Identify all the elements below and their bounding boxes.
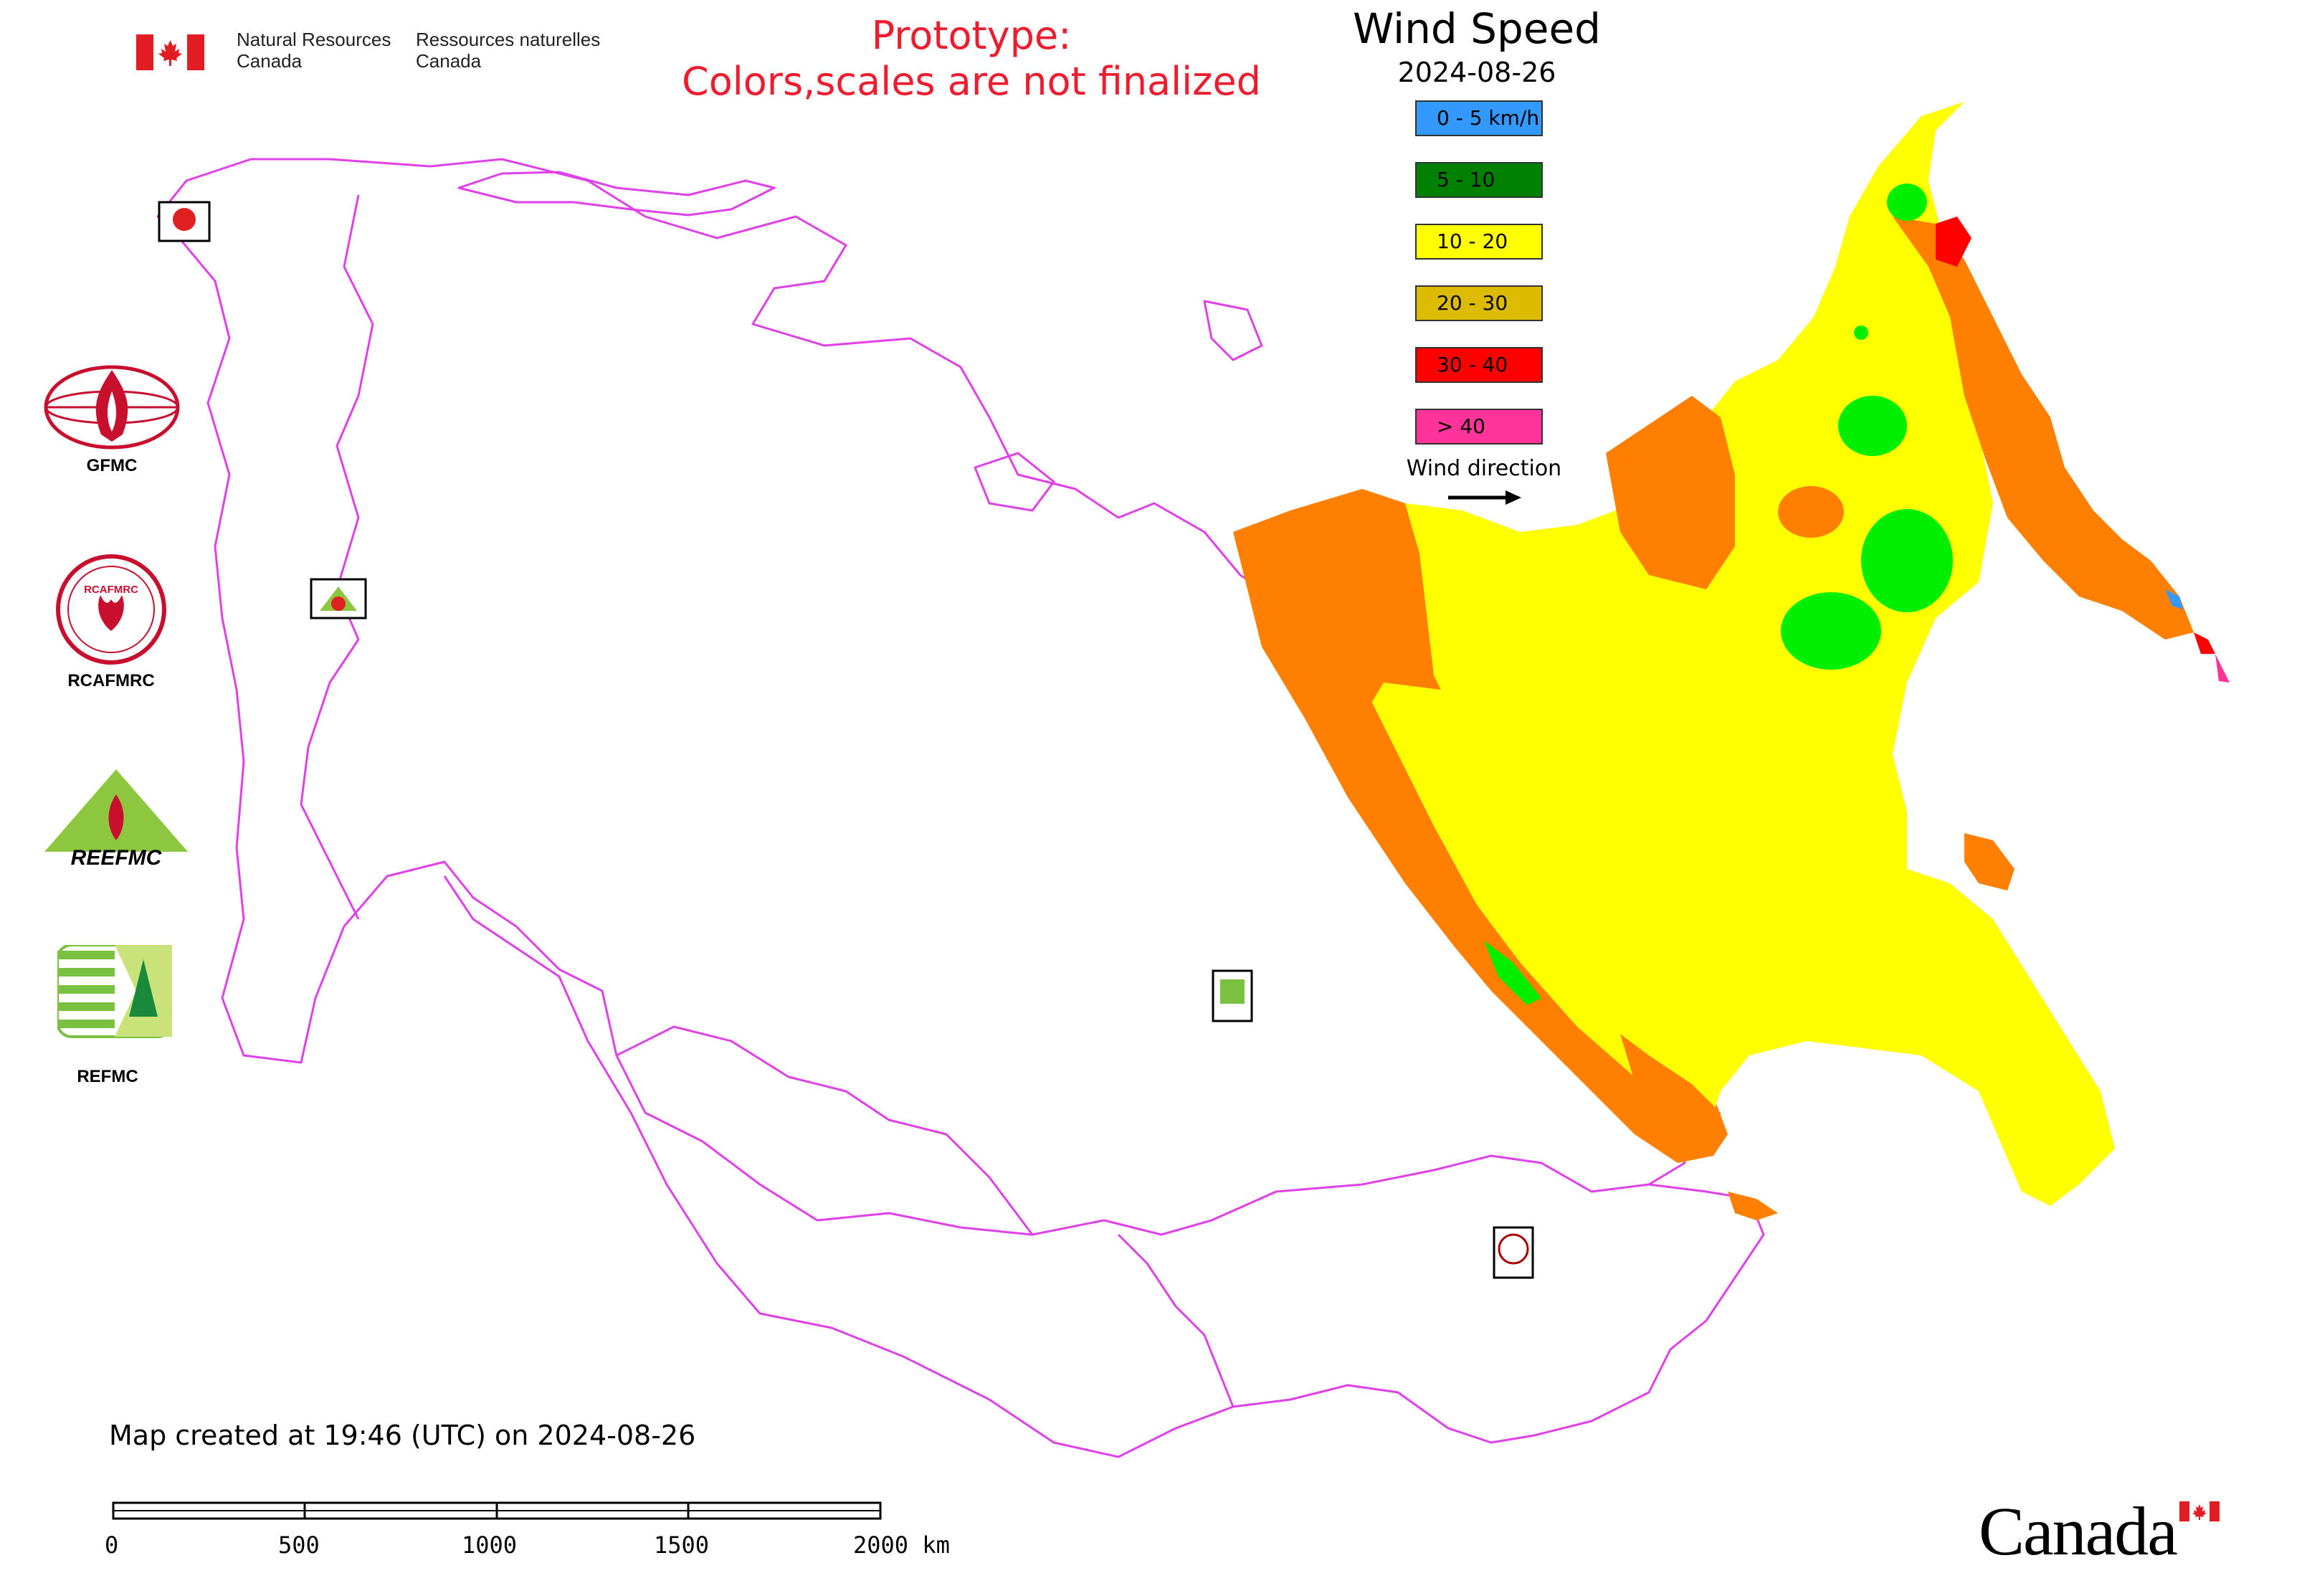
gfmc-logo: GFMC (40, 363, 184, 478)
legend-item-over-40: > 40 (1415, 409, 1543, 445)
agency-name-en-line2: Canada (237, 50, 303, 72)
inner-border-central (616, 1025, 1034, 1235)
boundary-lines (156, 158, 1765, 1458)
scale-bar: 0 500 1000 1500 2000 km (105, 1498, 968, 1585)
country-outline-main (156, 158, 1686, 1236)
nrcan-signature: Natural Resources Canada Ressources natu… (136, 29, 602, 79)
scale-tick-2000: 2000 km (853, 1531, 950, 1559)
rcafmrc-label: RCAFMRC (67, 671, 155, 690)
zone-green-5 (1854, 326, 1868, 340)
canada-wordmark: Canada (1979, 1493, 2178, 1569)
reefmc-label: REEFMC (70, 846, 162, 870)
rcafmrc-ring-text: RCAFMRC (84, 584, 138, 596)
legend-item-20-30: 20 - 30 (1415, 285, 1543, 321)
scale-tick-1000: 1000 (462, 1531, 518, 1559)
legend-label: 30 - 40 (1437, 353, 1508, 376)
map-title: Wind Speed (1352, 4, 1602, 53)
map-created-note: Map created at 19:46 (UTC) on 2024-08-26 (109, 1420, 696, 1451)
zone-green-3 (1781, 592, 1881, 670)
inner-border-west (300, 194, 374, 920)
legend-label: 20 - 30 (1437, 291, 1508, 315)
wind-direction-arrow (1448, 490, 1521, 505)
canada-flag-icon (136, 34, 204, 70)
agency-name-fr-line2: Canada (416, 50, 482, 72)
zone-green-2 (1861, 509, 1953, 612)
zone-orange-island (1728, 1192, 1778, 1220)
legend-label: 10 - 20 (1437, 229, 1508, 253)
legend-label: 5 - 10 (1437, 168, 1495, 191)
zone-green-1 (1838, 396, 1907, 456)
wind-speed-zones (1233, 102, 2230, 1220)
zone-orange-east (1964, 833, 2015, 890)
legend-label: > 40 (1437, 414, 1485, 438)
northern-islands (457, 171, 1263, 512)
scale-tick-0: 0 (105, 1531, 119, 1559)
inner-border-south (1117, 1233, 1235, 1407)
zone-orange-center (1778, 486, 1844, 538)
legend-label: 0 - 5 km/h (1437, 106, 1540, 130)
legend-item-30-40: 30 - 40 (1415, 347, 1543, 383)
rcafmrc-logo: RCAFMRC RCAFMRC (50, 552, 179, 695)
zone-orange-east-coast (1893, 217, 2194, 640)
marker-reefmc (310, 578, 367, 619)
zone-red-east (2194, 632, 2215, 654)
agency-name-fr-line1: Ressources naturelles (416, 29, 601, 50)
prototype-notice: Prototype: Colors,scales are not finaliz… (631, 13, 1312, 105)
zone-yellow-main (1348, 102, 2115, 1206)
zone-red-north (1936, 217, 1972, 267)
zone-orange-west (1233, 489, 1441, 718)
legend-item-10-20: 10 - 20 (1415, 224, 1543, 260)
wind-direction-label: Wind direction (1406, 456, 1562, 481)
scale-tick-1500: 1500 (654, 1531, 710, 1559)
zone-orange-north (1606, 396, 1735, 589)
reefmc-logo: REEFMC (37, 766, 195, 880)
legend-item-5-10: 5 - 10 (1415, 162, 1543, 198)
prototype-notice-line1: Prototype: (871, 13, 1072, 58)
wordmark-flag-icon (2179, 1501, 2220, 1521)
zone-orange-southeast (1620, 1034, 1721, 1156)
refmc-logo: REFMC (56, 944, 173, 1088)
regional-markers (158, 201, 1534, 1279)
agency-name-en-line1: Natural Resources (237, 29, 391, 50)
legend-item-0-5: 0 - 5 km/h (1415, 100, 1543, 136)
map-date: 2024-08-26 (1397, 57, 1556, 88)
refmc-label: REFMC (77, 1067, 138, 1086)
zone-blue-east (2165, 589, 2183, 609)
scale-tick-500: 500 (278, 1531, 320, 1559)
zone-magenta-east (2215, 654, 2230, 683)
zone-green-southwest (1484, 941, 1541, 1005)
gfmc-label: GFMC (86, 456, 138, 475)
zone-green-4 (1887, 184, 1927, 221)
prototype-notice-line2: Colors,scales are not finalized (682, 59, 1261, 104)
